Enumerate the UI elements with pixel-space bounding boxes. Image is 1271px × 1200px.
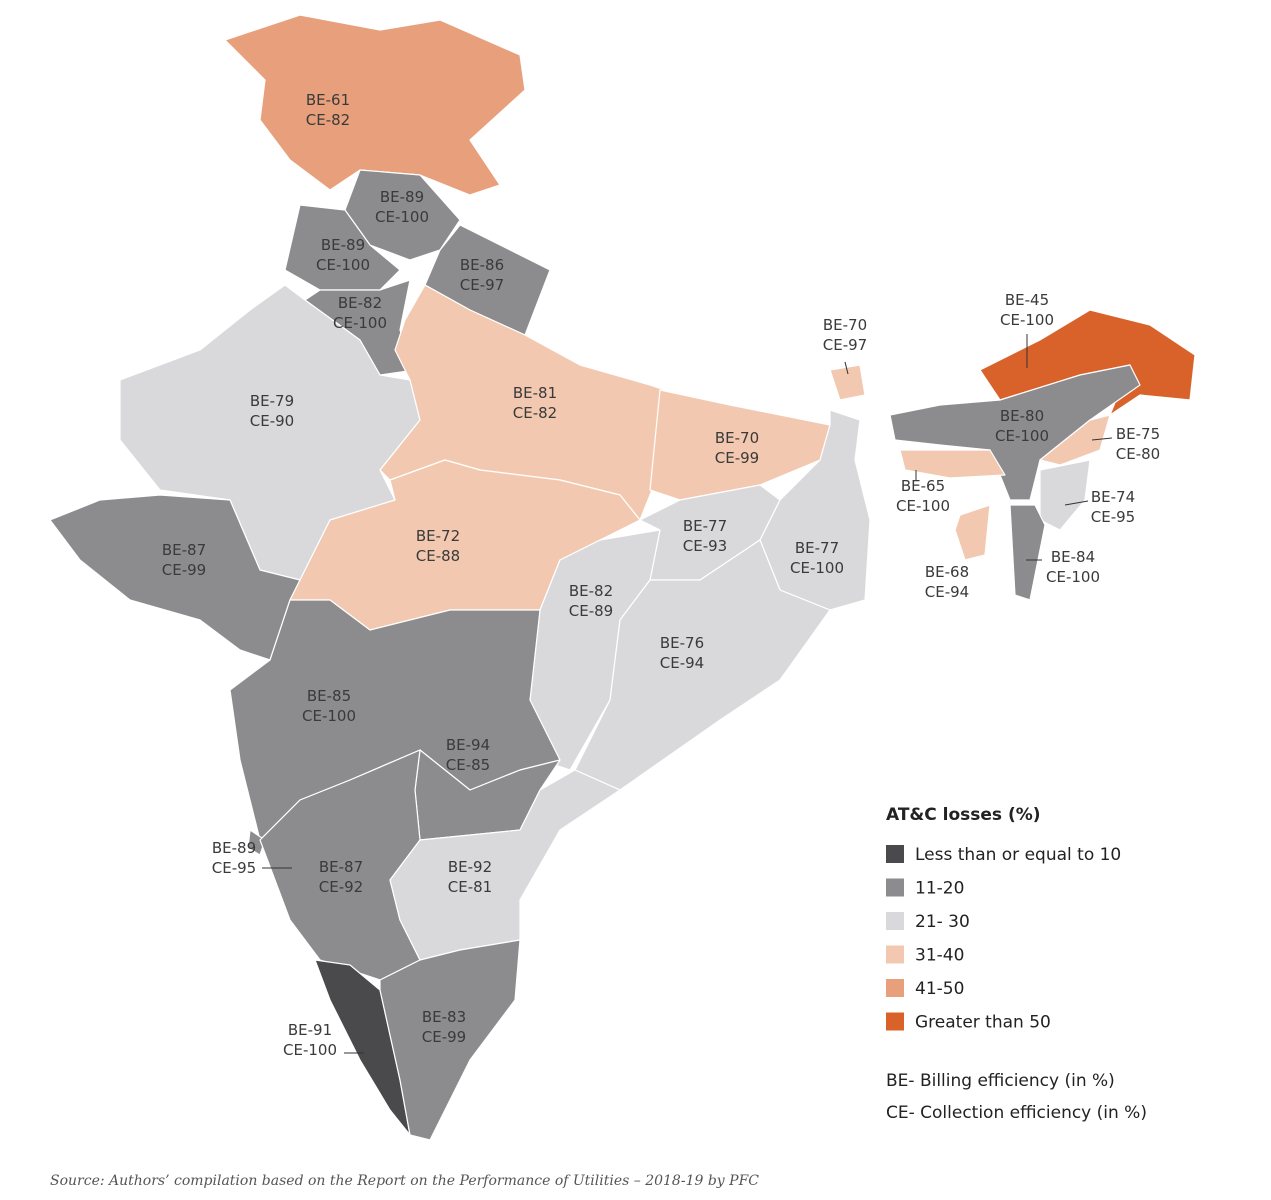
region-ce: CE-94 [660,654,704,672]
region-ce: CE-93 [683,537,727,555]
region [1039,459,1091,531]
region-be: BE-81 [513,384,557,402]
region-ce: CE-94 [925,583,969,601]
region-be: BE-85 [307,687,351,705]
region-be: BE-84 [1051,548,1095,566]
region [574,539,831,791]
region-ce: CE-100 [302,707,356,725]
region-ce: CE-88 [416,547,460,565]
region [49,494,301,661]
region-ce: CE-80 [1116,445,1160,463]
region-ce: CE-100 [333,314,387,332]
region-ce: CE-81 [448,878,492,896]
region-be: BE-87 [162,541,206,559]
region-ce: CE-100 [375,208,429,226]
region-be: BE-74 [1091,488,1135,506]
region-be: BE-82 [338,294,382,312]
legend-label: 31-40 [915,946,964,966]
leader-line [844,361,849,375]
region-be: BE-72 [416,527,460,545]
legend-label: Less than or equal to 10 [915,845,1121,865]
region-be: BE-86 [460,256,504,274]
region-ce: CE-100 [790,559,844,577]
region-be: BE-45 [1005,291,1049,309]
region-ce: CE-82 [306,111,350,129]
region [1009,504,1046,601]
region [379,939,521,1141]
region [389,769,621,961]
leader-line [1091,437,1113,441]
region [224,14,526,196]
region [284,204,401,291]
region-be: BE-92 [448,858,492,876]
region-ce: CE-100 [995,427,1049,445]
legend-swatch [886,1012,904,1031]
region-be: BE-77 [795,539,839,557]
region-be: BE-83 [422,1008,466,1026]
region-ce: CE-100 [896,497,950,515]
region-be: BE-61 [306,91,350,109]
region [954,504,991,561]
region [529,529,661,771]
region [829,364,866,401]
legend-swatch [886,979,904,997]
note: BE- Billing efficiency (in %) [886,1071,1115,1091]
region-be: BE-91 [288,1021,332,1039]
region-ce: CE-89 [569,602,613,620]
region-be: BE-68 [925,563,969,581]
region-be: BE-89 [321,236,365,254]
region [899,449,1006,479]
note: CE- Collection efficiency (in %) [886,1103,1147,1123]
region-ce: CE-99 [715,449,759,467]
labels: BE-61 CE-82 BE-89 CE-100 BE-89 CE-100 BE-86 CE-… [162,91,1160,1059]
region-ce: CE-100 [316,256,370,274]
regions [49,14,1196,1141]
region-be: BE-76 [660,634,704,652]
region-be: BE-82 [569,582,613,600]
region-ce: CE-90 [250,412,294,430]
region-be: BE-70 [715,429,759,447]
legend-swatch [886,912,904,930]
region-be: BE-80 [1000,407,1044,425]
region-be: BE-65 [901,477,945,495]
legend-label: 11-20 [915,879,964,899]
region [649,389,831,501]
legend-swatch [886,845,904,863]
region-ce: CE-95 [1091,508,1135,526]
region-ce: CE-99 [162,561,206,579]
region-be: BE-75 [1116,425,1160,443]
legend-swatch [886,878,904,897]
legend-label: 21- 30 [915,912,970,932]
region-ce: CE-95 [212,859,256,877]
region-be: BE-79 [250,392,294,410]
region-be: BE-89 [380,188,424,206]
region-be: BE-77 [683,517,727,535]
legend-title: AT&C losses (%) [886,805,1041,825]
legend: Less than or equal to 10 11-20 21- 30 31-40… [886,845,1121,1033]
legend-label: 41-50 [915,979,964,999]
region-ce: CE-82 [513,404,557,422]
region-ce: CE-99 [422,1028,466,1046]
region-be: BE-70 [823,316,867,334]
region-ce: CE-97 [823,336,867,354]
region-be: BE-87 [319,858,363,876]
region [247,829,266,856]
region-ce: CE-92 [319,878,363,896]
legend-swatch [886,945,904,964]
region-ce: CE-100 [283,1041,337,1059]
source: Source: Authors’ compilation based on th… [50,1173,759,1189]
region-ce: CE-97 [460,276,504,294]
leader-line [1064,500,1089,506]
legend-label: Greater than 50 [915,1013,1051,1033]
region [1039,414,1111,466]
region-ce: CE-85 [446,756,490,774]
region-ce: CE-100 [1000,311,1054,329]
region-be: BE-94 [446,736,490,754]
region-ce: CE-100 [1046,568,1100,586]
region-be: BE-89 [212,839,256,857]
